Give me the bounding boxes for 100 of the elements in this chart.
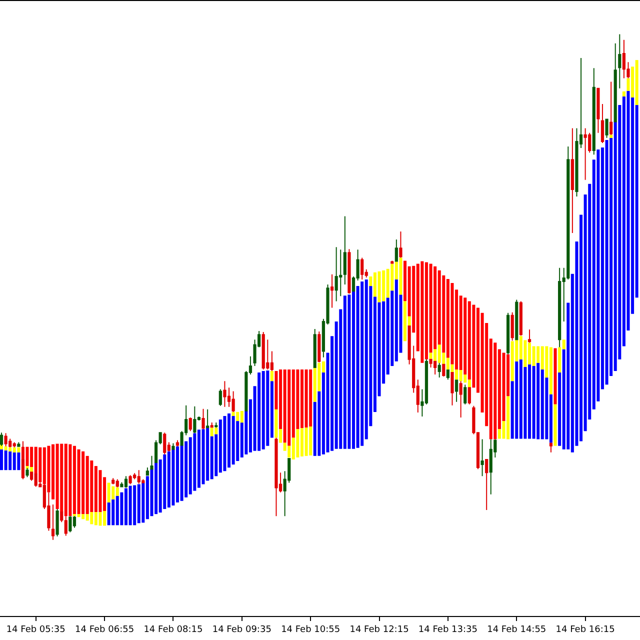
bar xyxy=(236,412,240,422)
bar xyxy=(404,301,407,342)
bar xyxy=(258,372,261,451)
x-tick-label: 14 Feb 12:15 xyxy=(350,624,409,635)
candlestick xyxy=(596,88,600,134)
candlestick xyxy=(485,458,488,511)
bar xyxy=(120,492,124,526)
bar xyxy=(68,444,72,516)
candlestick xyxy=(313,328,316,368)
bar xyxy=(519,359,522,439)
bar xyxy=(622,91,626,96)
candlestick xyxy=(68,516,72,533)
candlestick xyxy=(188,417,192,432)
bar xyxy=(360,282,364,446)
bar xyxy=(223,416,226,472)
bar xyxy=(610,134,613,138)
bar xyxy=(188,437,192,494)
candlestick xyxy=(112,478,115,485)
bar xyxy=(510,341,514,382)
bar xyxy=(494,342,497,440)
bar xyxy=(172,449,175,506)
bar xyxy=(210,428,214,436)
bar xyxy=(309,369,312,427)
bar xyxy=(635,60,638,106)
bar xyxy=(262,370,265,450)
bar xyxy=(459,370,462,382)
bar xyxy=(60,444,64,512)
bar xyxy=(82,451,85,514)
bar xyxy=(429,352,432,359)
candlestick xyxy=(146,467,150,476)
candlestick xyxy=(584,128,587,180)
bar xyxy=(605,140,608,385)
candlestick xyxy=(72,516,76,528)
bar xyxy=(17,452,20,470)
bar xyxy=(193,433,196,491)
bar xyxy=(202,429,205,484)
x-tick-label: 14 Feb 16:15 xyxy=(556,624,615,635)
bar xyxy=(8,451,12,470)
bar xyxy=(26,446,29,466)
bar xyxy=(128,486,132,526)
bar xyxy=(206,428,210,481)
bar xyxy=(82,514,85,520)
bar xyxy=(98,512,102,526)
candlestick xyxy=(464,384,467,405)
bar xyxy=(343,296,346,449)
candlestick xyxy=(17,442,20,447)
bar xyxy=(438,344,441,363)
candlestick xyxy=(334,246,338,302)
bar xyxy=(137,484,140,524)
bar xyxy=(218,420,222,473)
bar xyxy=(4,450,8,470)
bar xyxy=(378,271,381,302)
bar xyxy=(133,485,136,526)
candlestick xyxy=(360,257,364,280)
bar xyxy=(163,454,166,510)
candlestick xyxy=(330,274,334,308)
x-tick-label: 14 Feb 06:55 xyxy=(75,624,134,635)
bar xyxy=(554,404,557,446)
bar xyxy=(399,258,402,295)
bar xyxy=(94,512,98,526)
bar xyxy=(12,447,16,452)
bar xyxy=(266,370,270,446)
bar xyxy=(240,410,244,423)
bar xyxy=(420,261,424,363)
x-tick-label: 14 Feb 13:35 xyxy=(418,624,478,635)
candlestick xyxy=(218,388,222,406)
bar xyxy=(214,428,218,434)
bar xyxy=(536,362,540,440)
bar xyxy=(283,369,286,443)
bar xyxy=(112,499,115,526)
bar xyxy=(17,447,20,452)
bar xyxy=(12,452,16,470)
bar xyxy=(524,340,527,367)
bar xyxy=(184,441,188,498)
bar xyxy=(90,460,94,512)
bar xyxy=(348,294,351,449)
candlestick xyxy=(51,504,55,540)
bar xyxy=(107,502,110,526)
bar xyxy=(296,429,300,458)
bar xyxy=(304,428,308,456)
candlestick xyxy=(339,249,342,297)
bar xyxy=(309,426,312,456)
x-tick-label: 14 Feb 10:55 xyxy=(281,624,340,635)
candlestick xyxy=(570,128,574,234)
bar xyxy=(107,482,110,502)
bar xyxy=(554,348,557,404)
bar xyxy=(532,346,536,366)
candlestick xyxy=(614,42,617,122)
candlestick xyxy=(137,470,140,484)
x-tick-label: 14 Feb 14:55 xyxy=(487,624,546,635)
bar xyxy=(288,369,291,446)
candlestick xyxy=(124,476,128,488)
bar xyxy=(86,514,89,521)
candlestick xyxy=(592,68,596,156)
bar xyxy=(64,444,68,516)
bar xyxy=(167,451,170,508)
bar xyxy=(116,496,119,526)
bar xyxy=(506,396,510,440)
bar xyxy=(116,487,119,496)
candlestick xyxy=(510,312,514,342)
